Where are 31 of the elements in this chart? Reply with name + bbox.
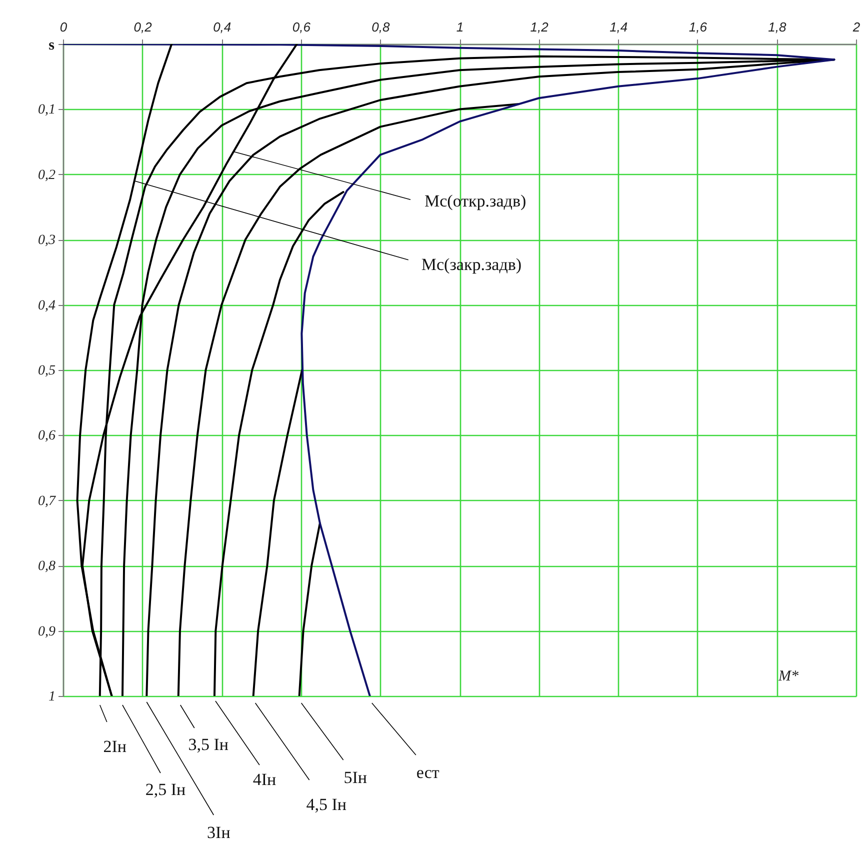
annotation: 3,5 Iн xyxy=(188,735,229,754)
x-tick-label: 1,6 xyxy=(688,20,708,34)
annotation: 5Iн xyxy=(344,768,367,787)
x-tick-label: 0 xyxy=(60,20,68,34)
x-tick-label: 0,2 xyxy=(134,20,153,34)
annotation: ест xyxy=(416,763,440,782)
y-tick-label: 1 xyxy=(48,690,56,704)
x-axis-title: M* xyxy=(778,668,799,684)
y-tick-label: 0,7 xyxy=(38,494,56,509)
x-tick-label: 1 xyxy=(456,20,464,34)
y-tick-label: 0,6 xyxy=(38,428,56,444)
y-tick-label: 0,3 xyxy=(38,233,56,248)
x-tick-label: 0,4 xyxy=(213,20,232,34)
x-tick-label: 1,4 xyxy=(610,20,628,34)
x-tick-label: 1,8 xyxy=(768,20,788,34)
annotation: 2,5 Iн xyxy=(145,780,186,799)
y-tick-label: 0,2 xyxy=(38,168,56,183)
annotation: 4Iн xyxy=(252,770,276,789)
y-tick-label: 0,8 xyxy=(38,559,56,574)
annotation: 3Iн xyxy=(207,823,230,842)
x-tick-label: 1,2 xyxy=(530,20,550,34)
x-tick-label: 0,6 xyxy=(292,20,312,34)
x-tick-label: 2 xyxy=(852,20,861,34)
annotation: 4,5 Iн xyxy=(306,795,346,814)
y-tick-label: 0,4 xyxy=(38,298,56,314)
y-axis-title: s xyxy=(48,38,55,54)
y-tick-label: 0,1 xyxy=(38,102,56,118)
x-tick-label: 0,8 xyxy=(372,20,391,34)
annotation: 2Iн xyxy=(103,737,127,756)
y-tick-label: 0,9 xyxy=(38,624,56,640)
y-tick-label: 0,5 xyxy=(38,364,56,378)
